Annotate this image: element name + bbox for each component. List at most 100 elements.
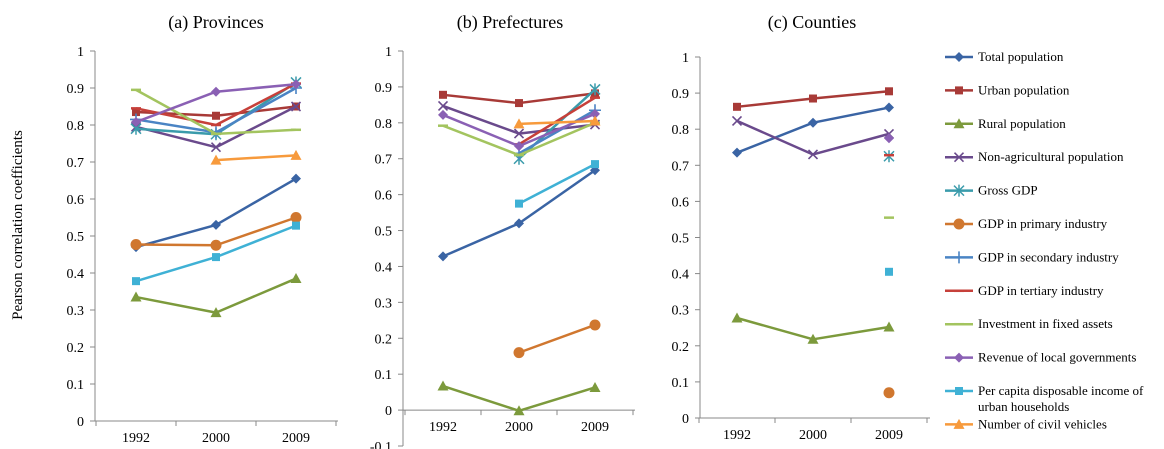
x-tick-label: 2000 [799, 428, 827, 443]
y-tick-label: 0.2 [67, 341, 85, 356]
y-tick-label: 1 [385, 45, 392, 60]
series-line-segment [442, 384, 520, 412]
legend-marker-icon [954, 352, 964, 363]
y-tick-label: 0.6 [375, 189, 393, 204]
x-tick-label: 2009 [875, 428, 903, 443]
data-point [883, 321, 895, 332]
series-line-segment [135, 127, 217, 136]
series-line-segment [135, 90, 217, 124]
legend-item-revenue-of-local-governments: Revenue of local governments [945, 350, 1136, 365]
y-tick-label: 0.9 [375, 81, 393, 96]
series-line-segment [215, 216, 297, 247]
series-line-segment [215, 177, 297, 226]
data-point [589, 115, 601, 126]
panel-c-counties: (c) Counties 0 0.1 0.2 0.3 0.4 0.5 0.6 0.7 0.8 0.9… [672, 12, 930, 443]
series-line-segment [518, 121, 596, 157]
data-point [884, 102, 894, 113]
data-point [591, 160, 599, 169]
data-point [130, 291, 142, 302]
series-line-segment [215, 224, 297, 259]
data-point [589, 83, 601, 96]
data-point [731, 115, 743, 126]
data-point [292, 221, 300, 230]
legend-marker-icon [954, 52, 964, 62]
y-tick-label: 0.8 [375, 117, 393, 132]
y-tick-label: 0.2 [375, 332, 393, 347]
x-tick-label: 2009 [581, 420, 609, 435]
data-point [515, 199, 523, 208]
legend-item-gross-gdp: Gross GDP [945, 183, 1038, 198]
legend-item-number-of-civil-vehicles: Number of civil vehicles [945, 416, 1107, 431]
y-tick-label: 1 [682, 51, 689, 66]
y-axis-label: Pearson correlation coefficients [10, 130, 26, 320]
y-tick-label: 0.3 [67, 304, 85, 319]
y-tick-label: 0.4 [672, 268, 690, 283]
y-tick-label: 0.4 [375, 260, 393, 275]
legend-item-rural-population: Rural population [945, 116, 1066, 131]
series-line-segment [135, 110, 217, 117]
y-tick-label: 0.7 [375, 153, 393, 168]
series-line-segment [518, 163, 596, 205]
y-tick-label: 0.1 [67, 378, 85, 393]
series-line-segment [442, 113, 520, 148]
panel-title: (b) Prefectures [457, 12, 563, 33]
series-rural-population [731, 312, 895, 344]
data-point [132, 108, 140, 117]
series-total-population [438, 165, 600, 262]
data-point [883, 387, 895, 399]
series-line-segment [135, 118, 217, 134]
series-line-segment [215, 86, 297, 134]
series-per-capita-disposable-income-of-urban-households [132, 221, 300, 286]
series-line-segment [135, 243, 217, 247]
data-point [513, 347, 525, 359]
y-tick-label: 0.5 [672, 232, 690, 247]
series-revenue-of-local-governments [884, 133, 894, 144]
legend-marker-icon [953, 218, 965, 230]
legend-marker-icon [953, 251, 965, 264]
chart-panels: (a) Provinces 0 0.1 0.2 0.3 0.4 0.5 0.6 0.7 0.8 0.… [67, 12, 930, 449]
data-point [514, 141, 524, 152]
legend-item-total-population: Total population [945, 49, 1064, 64]
y-tick-label: 0.8 [67, 119, 85, 134]
legend-label: Non-agricultural population [978, 149, 1124, 164]
legend-label: GDP in tertiary industry [978, 283, 1104, 298]
series-rural-population [437, 380, 601, 416]
data-point [733, 102, 741, 111]
legend-marker-icon [953, 418, 965, 429]
data-point [212, 111, 220, 120]
data-point [514, 218, 524, 229]
y-tick-label: 0.3 [375, 296, 393, 311]
series-line-segment [215, 154, 297, 162]
series-line-segment [812, 90, 890, 100]
legend-marker-icon [955, 86, 963, 95]
series-line-segment [736, 316, 814, 341]
x-tick-label: 2000 [202, 431, 230, 446]
series-line-segment [518, 119, 596, 126]
legend-marker-icon [953, 152, 965, 163]
series-line-segment [812, 106, 890, 124]
data-point [437, 100, 449, 112]
data-point [210, 154, 222, 165]
panel-b-prefectures: (b) Prefectures -0.1 0 0.1 0.2 0.3 0.4 0.5 0.6 0.… [370, 12, 635, 449]
data-point [884, 133, 894, 144]
series-line-segment [518, 386, 596, 413]
data-point [210, 307, 222, 318]
series-revenue-of-local-governments [438, 108, 600, 152]
data-point [589, 381, 601, 392]
y-tick-label: 0 [682, 412, 689, 427]
series-revenue-of-local-governments [131, 79, 301, 128]
series-line-segment [215, 128, 297, 136]
data-point [290, 149, 302, 160]
y-tick-label: 0 [77, 415, 84, 430]
data-point [438, 109, 448, 120]
data-point [885, 267, 893, 276]
x-tick-label: 2000 [505, 420, 533, 435]
series-line-segment [135, 88, 217, 135]
x-tick-label: 1992 [122, 431, 150, 446]
series-line-segment [215, 105, 297, 149]
legend-label: Gross GDP [978, 183, 1038, 198]
legend-label: Number of civil vehicles [978, 416, 1107, 431]
series-line-segment [518, 169, 596, 225]
series-total-population [131, 173, 301, 253]
